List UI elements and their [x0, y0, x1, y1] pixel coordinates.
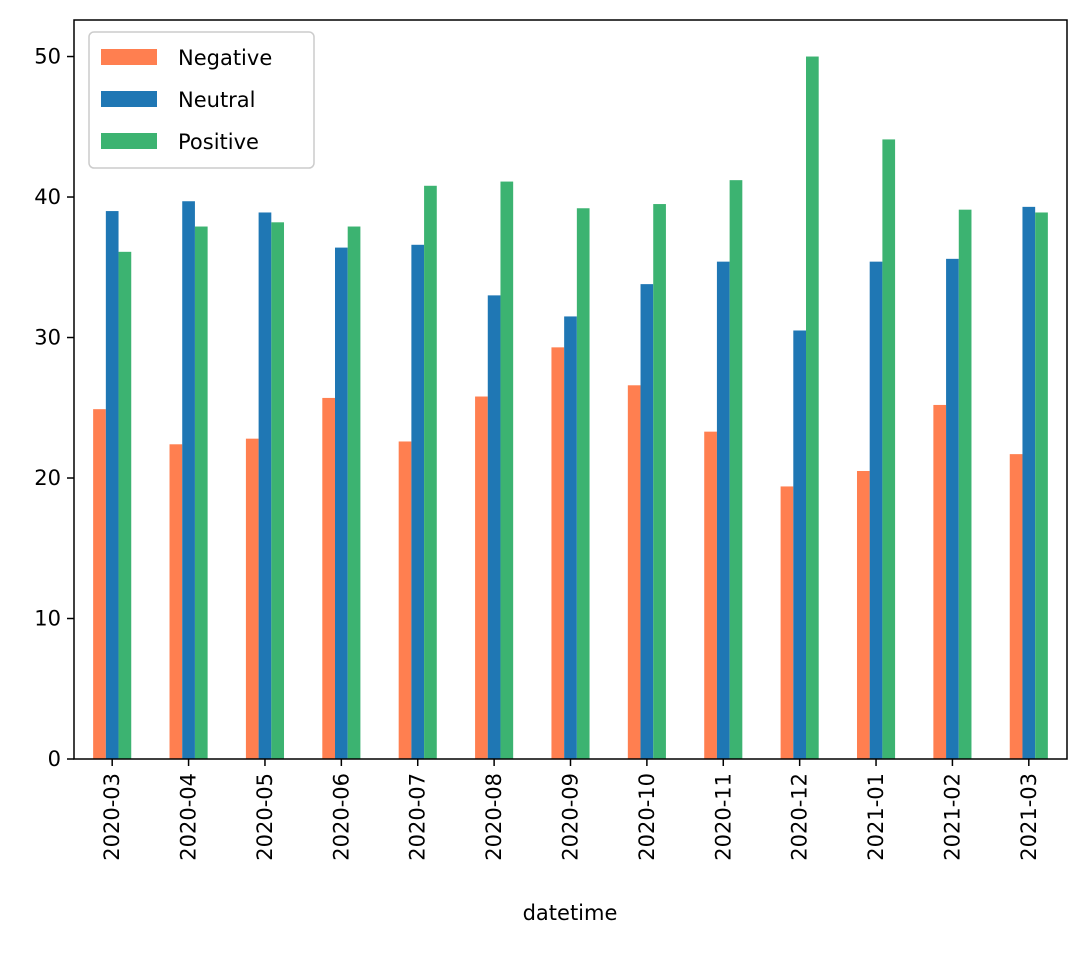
bar-negative-2021-03: [1009, 454, 1023, 759]
x-tick-label: 2020-04: [177, 773, 201, 861]
bar-positive-2020-12: [806, 56, 819, 759]
bar-negative-2020-03: [93, 409, 106, 759]
bar-positive-2020-04: [194, 226, 208, 759]
legend-label-positive: Positive: [178, 130, 259, 154]
bar-positive-2021-01: [882, 139, 896, 760]
x-axis-label: datetime: [523, 901, 618, 925]
bar-neutral-2021-01: [869, 261, 883, 759]
y-tick-label: 20: [34, 466, 61, 490]
x-tick-label: 2020-08: [482, 773, 506, 861]
legend: Negative Neutral Positive: [88, 31, 315, 169]
x-tick-label: 2021-03: [1017, 773, 1041, 861]
bar-negative-2020-07: [398, 441, 412, 759]
x-tick-label: 2020-05: [253, 773, 277, 861]
legend-swatch-negative: [101, 49, 157, 65]
bar-neutral-2020-03: [105, 211, 119, 759]
x-tick-label: 2020-12: [788, 773, 812, 861]
bar-neutral-2020-08: [487, 295, 501, 759]
bar-negative-2020-06: [322, 397, 335, 759]
bars-layer: [93, 56, 1048, 760]
bar-positive-2020-08: [500, 181, 514, 759]
x-tick-label: 2020-06: [329, 773, 353, 861]
bar-positive-2021-03: [1035, 212, 1048, 760]
bar-neutral-2021-02: [946, 258, 959, 759]
legend-swatch-positive: [101, 133, 157, 149]
bar-positive-2020-10: [653, 204, 666, 760]
legend-label-neutral: Neutral: [178, 88, 256, 112]
plot-frame: [73, 19, 1068, 760]
bar-positive-2020-06: [347, 226, 361, 759]
x-tick-label: 2020-03: [100, 773, 124, 861]
bar-negative-2020-04: [169, 444, 183, 759]
bar-neutral-2020-12: [793, 330, 806, 759]
bar-negative-2020-12: [780, 486, 794, 759]
bar-negative-2020-11: [704, 431, 717, 759]
x-tick-label: 2020-09: [559, 773, 583, 861]
x-tick-label: 2021-01: [864, 773, 888, 861]
bar-neutral-2020-06: [335, 247, 348, 759]
x-tick-label: 2020-10: [635, 773, 659, 861]
bar-neutral-2020-04: [182, 201, 195, 760]
x-tick-label: 2020-11: [711, 773, 735, 861]
bar-negative-2020-09: [551, 347, 565, 759]
y-tick-label: 10: [34, 607, 61, 631]
x-tick-label: 2020-07: [406, 773, 430, 861]
bar-negative-2020-08: [475, 396, 488, 759]
bar-negative-2021-02: [933, 404, 947, 759]
bar-positive-2021-02: [958, 209, 972, 760]
bar-neutral-2021-03: [1022, 206, 1036, 760]
bar-negative-2021-01: [856, 470, 870, 759]
x-axis: 2020-03 2020-04 2020-05 2020-06 2020-07 2020-…: [100, 759, 1041, 861]
bar-neutral-2020-07: [411, 244, 425, 760]
bar-positive-2020-11: [729, 180, 743, 759]
bar-negative-2020-10: [627, 385, 641, 759]
bar-positive-2020-05: [271, 222, 285, 759]
legend-swatch-neutral: [101, 91, 157, 107]
y-tick-label: 40: [34, 185, 61, 209]
legend-label-negative: Negative: [178, 46, 272, 70]
x-tick-label: 2021-02: [940, 773, 964, 861]
bar-positive-2020-09: [576, 208, 590, 759]
bar-neutral-2020-11: [716, 261, 730, 759]
bar-neutral-2020-09: [564, 316, 577, 759]
y-axis: 0 10 20 30 40 50: [34, 45, 74, 771]
bar-positive-2020-07: [424, 185, 437, 759]
bar-negative-2020-05: [245, 438, 259, 759]
bar-neutral-2020-05: [258, 212, 272, 760]
bar-neutral-2020-10: [640, 284, 654, 759]
bar-positive-2020-03: [118, 251, 132, 759]
y-tick-label: 30: [34, 326, 61, 350]
y-tick-label: 0: [48, 747, 61, 771]
y-tick-label: 50: [34, 45, 61, 69]
